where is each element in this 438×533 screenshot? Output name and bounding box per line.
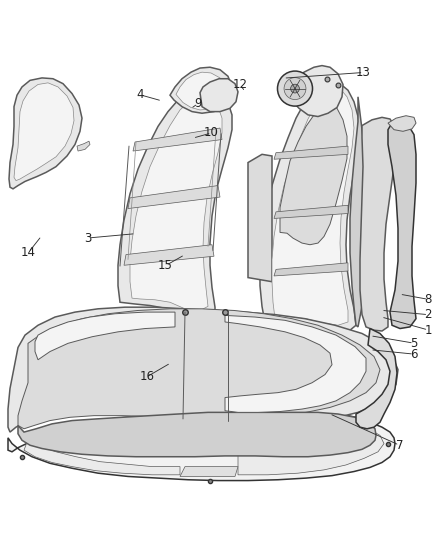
Polygon shape — [170, 67, 232, 113]
Polygon shape — [288, 66, 343, 117]
Circle shape — [278, 71, 313, 106]
Polygon shape — [130, 98, 222, 310]
Polygon shape — [176, 72, 226, 110]
Text: 1: 1 — [424, 324, 432, 336]
Text: 3: 3 — [84, 231, 91, 245]
Polygon shape — [238, 417, 384, 475]
Text: 8: 8 — [425, 293, 432, 306]
Polygon shape — [24, 440, 180, 475]
Text: 15: 15 — [158, 259, 173, 272]
Polygon shape — [274, 205, 348, 219]
Polygon shape — [274, 263, 348, 276]
Circle shape — [284, 78, 306, 100]
Polygon shape — [248, 155, 272, 282]
Polygon shape — [260, 82, 360, 330]
Polygon shape — [8, 413, 395, 481]
Polygon shape — [35, 312, 175, 360]
Polygon shape — [225, 316, 366, 413]
Text: 2: 2 — [424, 308, 432, 321]
Polygon shape — [128, 185, 220, 208]
Text: 7: 7 — [396, 439, 403, 451]
Polygon shape — [14, 83, 74, 181]
Circle shape — [291, 84, 300, 93]
Polygon shape — [18, 413, 376, 457]
Polygon shape — [274, 146, 348, 159]
Polygon shape — [118, 90, 232, 320]
Polygon shape — [180, 466, 238, 477]
Text: 12: 12 — [233, 78, 247, 91]
Polygon shape — [356, 328, 397, 429]
Polygon shape — [124, 245, 214, 265]
Polygon shape — [350, 97, 368, 327]
Polygon shape — [9, 78, 82, 189]
Polygon shape — [133, 128, 222, 151]
Text: 10: 10 — [204, 126, 219, 140]
Polygon shape — [18, 309, 380, 429]
Polygon shape — [200, 79, 238, 111]
Text: 6: 6 — [410, 348, 418, 361]
Text: 16: 16 — [139, 370, 154, 383]
Text: 9: 9 — [194, 97, 202, 110]
Polygon shape — [360, 117, 396, 331]
Text: 5: 5 — [410, 337, 417, 350]
Polygon shape — [77, 141, 90, 151]
Polygon shape — [8, 307, 398, 432]
Text: 4: 4 — [136, 88, 144, 101]
Polygon shape — [388, 116, 416, 131]
Polygon shape — [280, 105, 347, 245]
Text: 14: 14 — [21, 246, 36, 259]
Polygon shape — [272, 87, 354, 325]
Text: 13: 13 — [356, 66, 371, 79]
Polygon shape — [388, 122, 416, 328]
